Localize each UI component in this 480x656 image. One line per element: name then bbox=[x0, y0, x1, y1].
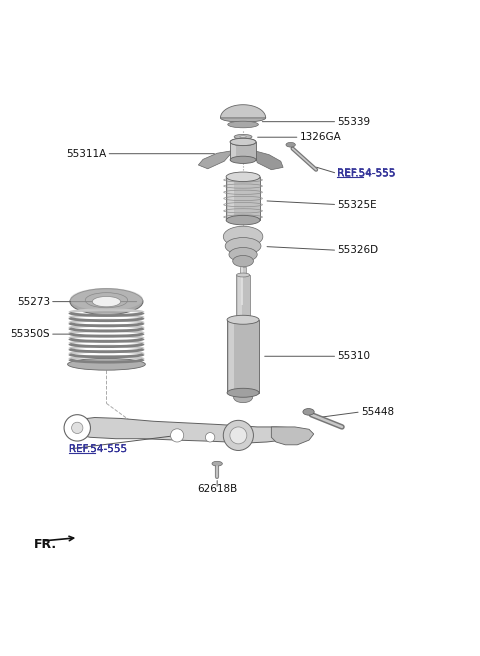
Text: 1326GA: 1326GA bbox=[300, 133, 341, 142]
Ellipse shape bbox=[240, 136, 246, 138]
Circle shape bbox=[205, 432, 215, 442]
Bar bbox=[231, 142, 236, 160]
Text: REF.54-555: REF.54-555 bbox=[69, 444, 127, 454]
Bar bbox=[237, 275, 250, 322]
Ellipse shape bbox=[92, 297, 120, 307]
Text: 55310: 55310 bbox=[337, 351, 370, 361]
Polygon shape bbox=[66, 417, 300, 443]
Ellipse shape bbox=[233, 255, 253, 267]
Ellipse shape bbox=[226, 172, 260, 182]
Text: REF.54-555: REF.54-555 bbox=[337, 169, 396, 178]
Bar bbox=[228, 319, 234, 393]
Ellipse shape bbox=[234, 134, 252, 139]
Text: 55325E: 55325E bbox=[337, 199, 377, 209]
Ellipse shape bbox=[70, 288, 143, 310]
Text: FR.: FR. bbox=[34, 538, 57, 551]
Circle shape bbox=[170, 429, 184, 442]
Circle shape bbox=[72, 422, 83, 434]
Ellipse shape bbox=[223, 226, 263, 247]
Polygon shape bbox=[198, 151, 231, 169]
Text: REF.54-555: REF.54-555 bbox=[69, 444, 127, 454]
Circle shape bbox=[223, 420, 253, 451]
Circle shape bbox=[64, 415, 90, 441]
Ellipse shape bbox=[225, 237, 261, 255]
Ellipse shape bbox=[230, 138, 256, 146]
Ellipse shape bbox=[230, 138, 256, 146]
Text: 55350S: 55350S bbox=[10, 329, 50, 339]
Circle shape bbox=[230, 427, 247, 444]
Bar bbox=[227, 319, 259, 393]
Bar bbox=[226, 176, 260, 220]
Ellipse shape bbox=[303, 409, 314, 415]
Text: 55339: 55339 bbox=[337, 117, 371, 127]
Bar bbox=[239, 275, 242, 322]
Text: 55273: 55273 bbox=[17, 297, 50, 306]
Polygon shape bbox=[255, 151, 283, 170]
Ellipse shape bbox=[230, 156, 256, 163]
Text: 62618B: 62618B bbox=[197, 484, 237, 494]
Bar bbox=[240, 267, 246, 306]
Text: 55448: 55448 bbox=[361, 407, 394, 417]
Ellipse shape bbox=[212, 461, 222, 466]
Ellipse shape bbox=[227, 388, 259, 398]
Ellipse shape bbox=[229, 247, 257, 262]
Text: 55311A: 55311A bbox=[66, 149, 107, 159]
Ellipse shape bbox=[226, 215, 260, 225]
Polygon shape bbox=[271, 427, 314, 445]
Ellipse shape bbox=[227, 316, 259, 324]
Ellipse shape bbox=[68, 358, 145, 370]
Ellipse shape bbox=[70, 289, 143, 315]
Bar bbox=[230, 142, 256, 160]
Ellipse shape bbox=[234, 392, 252, 403]
Bar bbox=[228, 176, 234, 220]
Bar bbox=[241, 267, 242, 306]
Ellipse shape bbox=[228, 121, 258, 128]
Ellipse shape bbox=[286, 142, 295, 147]
Text: 55326D: 55326D bbox=[337, 245, 378, 255]
Polygon shape bbox=[220, 105, 266, 118]
Ellipse shape bbox=[220, 113, 266, 122]
Text: REF.54-555: REF.54-555 bbox=[337, 169, 396, 178]
Ellipse shape bbox=[237, 273, 250, 277]
